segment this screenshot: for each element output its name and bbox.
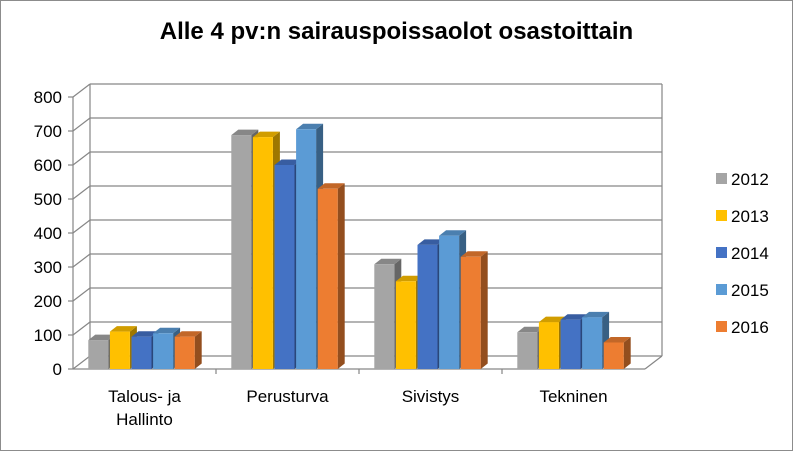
bar-top <box>439 230 467 236</box>
gridline-depth <box>72 253 91 268</box>
bar <box>560 319 581 369</box>
bar-top <box>131 331 159 337</box>
legend-label: 2015 <box>731 281 769 300</box>
gridline-depth <box>72 321 91 336</box>
gridline-depth <box>72 151 91 166</box>
y-tick-label: 700 <box>34 122 62 141</box>
bar <box>88 340 109 369</box>
bar-side <box>337 183 345 369</box>
bar <box>538 322 559 369</box>
bar <box>460 256 481 369</box>
bar-top <box>417 239 445 245</box>
bar <box>131 336 152 369</box>
legend-swatch <box>716 247 727 258</box>
x-tick-label: Tekninen <box>539 387 607 406</box>
gridline-depth <box>72 185 91 200</box>
y-tick-label: 600 <box>34 156 62 175</box>
bar <box>317 188 338 369</box>
bar-top <box>296 123 324 130</box>
bar-top <box>252 131 280 138</box>
x-tick-label: Hallinto <box>116 410 173 429</box>
bar <box>374 264 395 369</box>
x-tick-label: Sivistys <box>402 387 460 406</box>
bar-top <box>395 275 423 282</box>
y-tick-label: 100 <box>34 326 62 345</box>
x-tick-label: Perusturva <box>246 387 329 406</box>
bar-top <box>109 326 137 332</box>
bar-top <box>153 327 181 334</box>
y-tick-label: 200 <box>34 292 62 311</box>
bar <box>231 135 252 369</box>
bar-top <box>560 314 588 320</box>
bar <box>439 235 460 369</box>
legend-swatch <box>716 321 727 332</box>
bar-top <box>88 334 116 341</box>
chart-title: Alle 4 pv:n sairauspoissaolot osastoitta… <box>159 18 634 45</box>
bar-top <box>517 326 545 333</box>
floor-depth-edge <box>644 355 663 370</box>
gridline-depth <box>72 83 91 98</box>
bar <box>252 137 273 369</box>
bar <box>603 342 624 369</box>
y-tick-label: 0 <box>53 360 62 379</box>
gridline-depth <box>72 287 91 302</box>
bar <box>582 317 603 369</box>
gridline-depth <box>72 219 91 234</box>
bar <box>109 331 130 369</box>
bar <box>517 332 538 369</box>
x-tick-label: Talous- ja <box>108 387 181 406</box>
legend-label: 2013 <box>731 207 769 226</box>
bar <box>395 281 416 369</box>
y-tick-label: 400 <box>34 224 62 243</box>
bar <box>174 336 195 369</box>
bar-top <box>603 336 631 343</box>
bar <box>296 129 317 369</box>
legend-swatch <box>716 173 727 184</box>
bar-top <box>231 129 259 136</box>
bar-top <box>460 251 488 257</box>
bar-top <box>174 331 202 337</box>
legend-swatch <box>716 210 727 221</box>
y-tick-label: 800 <box>34 88 62 107</box>
legend-label: 2016 <box>731 318 769 337</box>
bar <box>274 165 295 369</box>
bar-top <box>582 311 610 318</box>
gridline-depth <box>72 117 91 132</box>
gridline-depth <box>72 355 91 370</box>
bar-top <box>274 159 302 165</box>
y-tick-label: 500 <box>34 190 62 209</box>
bar <box>417 244 438 369</box>
legend-label: 2012 <box>731 170 769 189</box>
y-tick-label: 300 <box>34 258 62 277</box>
bar-top <box>317 183 345 189</box>
legend-swatch <box>716 284 727 295</box>
bar-side <box>194 331 202 369</box>
bar-side <box>480 251 488 369</box>
bar-top <box>374 258 402 265</box>
bar-top <box>538 316 566 323</box>
bar-side <box>623 336 631 369</box>
bar <box>153 333 174 369</box>
legend-label: 2014 <box>731 244 769 263</box>
